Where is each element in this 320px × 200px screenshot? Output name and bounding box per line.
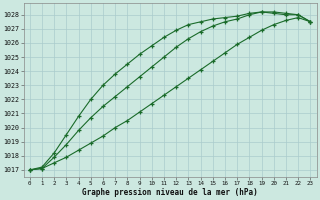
- X-axis label: Graphe pression niveau de la mer (hPa): Graphe pression niveau de la mer (hPa): [82, 188, 258, 197]
